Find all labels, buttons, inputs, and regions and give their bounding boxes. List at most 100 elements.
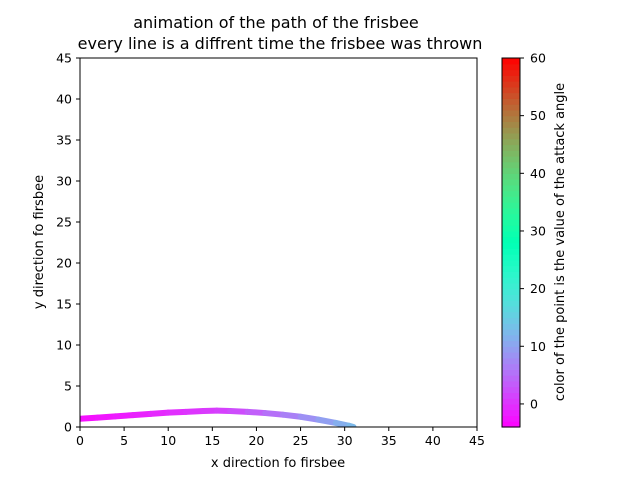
x-tick-label: 15 [204, 433, 220, 448]
colorbar-frame [501, 57, 521, 428]
colorbar-swatch [502, 98, 520, 105]
colorbar-swatch [502, 323, 520, 330]
colorbar-swatch [502, 144, 520, 151]
x-tick-label: 35 [381, 433, 397, 448]
y-tick-label: 35 [56, 133, 72, 148]
colorbar-tick-label: 30 [530, 223, 546, 238]
colorbar-tick-label: 50 [530, 108, 546, 123]
colorbar-swatch [502, 352, 520, 359]
colorbar-swatch [502, 219, 520, 226]
plot-area: 0 5 10 15 20 25 30 35 40 45 0 5 10 15 20 25 30 35 40 45 [56, 51, 485, 449]
colorbar-swatch [502, 409, 520, 417]
colorbar-swatch [502, 173, 520, 180]
colorbar-swatch [502, 58, 520, 65]
colorbar-swatch [502, 86, 520, 94]
plot-frame [79, 57, 478, 428]
colorbar-swatch [502, 81, 520, 88]
colorbar-swatch [502, 207, 520, 215]
colorbar-swatch [502, 277, 520, 284]
colorbar-tick-label: 0 [530, 396, 538, 411]
colorbar-swatch [502, 403, 520, 411]
x-tick-label: 40 [425, 433, 441, 448]
colorbar-swatch [502, 305, 520, 313]
y-tick-label: 5 [64, 379, 72, 394]
colorbar-swatch [502, 156, 520, 163]
colorbar-swatch [502, 357, 520, 365]
colorbar-swatch [502, 202, 520, 209]
colorbar-swatch [502, 138, 520, 146]
x-tick-label: 0 [76, 433, 84, 448]
colorbar-tick-label: 60 [530, 51, 546, 66]
x-tick-label: 20 [248, 433, 264, 448]
colorbar-swatch [502, 334, 520, 342]
colorbar-swatch [502, 282, 520, 290]
y-tick-label: 15 [56, 297, 72, 312]
x-tick-label: 45 [469, 433, 485, 448]
colorbar-swatch [502, 271, 520, 278]
y-axis-label: y direction fo firsbee [32, 175, 47, 309]
colorbar-swatch [502, 363, 520, 370]
x-tick-label: 25 [293, 433, 309, 448]
colorbar-swatch [502, 375, 520, 382]
colorbar-swatch [502, 380, 520, 388]
chart-title: animation of the path of the frisbee [133, 13, 419, 32]
colorbar-tick-label: 40 [530, 166, 546, 181]
colorbar-swatch [502, 190, 520, 197]
colorbar: 0 10 20 30 40 50 60 [501, 51, 546, 428]
colorbar-swatch [502, 265, 520, 272]
colorbar-tick-label: 20 [530, 281, 546, 296]
colorbar-swatch [502, 398, 520, 405]
colorbar-swatch [502, 248, 520, 255]
colorbar-swatch [502, 167, 520, 174]
colorbar-swatch [502, 150, 520, 157]
y-tick-label: 25 [56, 215, 72, 230]
colorbar-swatch [502, 236, 520, 244]
colorbar-swatch [502, 340, 520, 347]
colorbar-swatch [502, 196, 520, 203]
y-tick-label: 0 [64, 420, 72, 435]
colorbar-swatch [502, 184, 520, 192]
colorbar-label: color of the point is the value of the a… [553, 83, 568, 401]
y-tick-label: 30 [56, 174, 72, 189]
colorbar-swatch [502, 230, 520, 238]
colorbar-swatch [502, 127, 520, 134]
colorbar-swatch [502, 179, 520, 186]
x-axis-label: x direction fo firsbee [211, 456, 345, 471]
y-tick-label: 40 [56, 92, 72, 107]
colorbar-swatch [502, 392, 520, 399]
colorbar-swatch [502, 69, 520, 76]
chart-subtitle: every line is a diffrent time the frisbe… [78, 34, 483, 53]
colorbar-swatch [502, 242, 520, 249]
colorbar-swatch [502, 346, 520, 353]
colorbar-swatch [502, 288, 520, 295]
colorbar-tick-label: 10 [530, 339, 546, 354]
colorbar-swatch [502, 415, 520, 422]
colorbar-swatch [502, 109, 520, 117]
x-tick-label: 5 [120, 433, 128, 448]
colorbar-swatch [502, 63, 520, 71]
x-tick-label: 30 [337, 433, 353, 448]
y-tick-label: 45 [56, 51, 72, 66]
colorbar-swatch [502, 121, 520, 128]
colorbar-swatch [502, 115, 520, 123]
colorbar-swatch [502, 92, 520, 99]
y-tick-label: 20 [56, 256, 72, 271]
colorbar-swatch [502, 225, 520, 232]
colorbar-swatch [502, 300, 520, 307]
colorbar-swatch [502, 104, 520, 111]
colorbar-swatch [502, 421, 520, 428]
colorbar-swatch [502, 328, 520, 336]
colorbar-swatch [502, 311, 520, 319]
colorbar-swatch [502, 259, 520, 267]
colorbar-swatch [502, 317, 520, 324]
colorbar-swatch [502, 386, 520, 394]
colorbar-swatch [502, 132, 520, 140]
colorbar-swatch [502, 369, 520, 376]
x-tick-label: 10 [160, 433, 176, 448]
colorbar-swatch [502, 75, 520, 82]
colorbar-swatch [502, 294, 520, 301]
colorbar-swatch [502, 254, 520, 261]
colorbar-swatch [502, 161, 520, 169]
colorbar-swatch [502, 213, 520, 221]
